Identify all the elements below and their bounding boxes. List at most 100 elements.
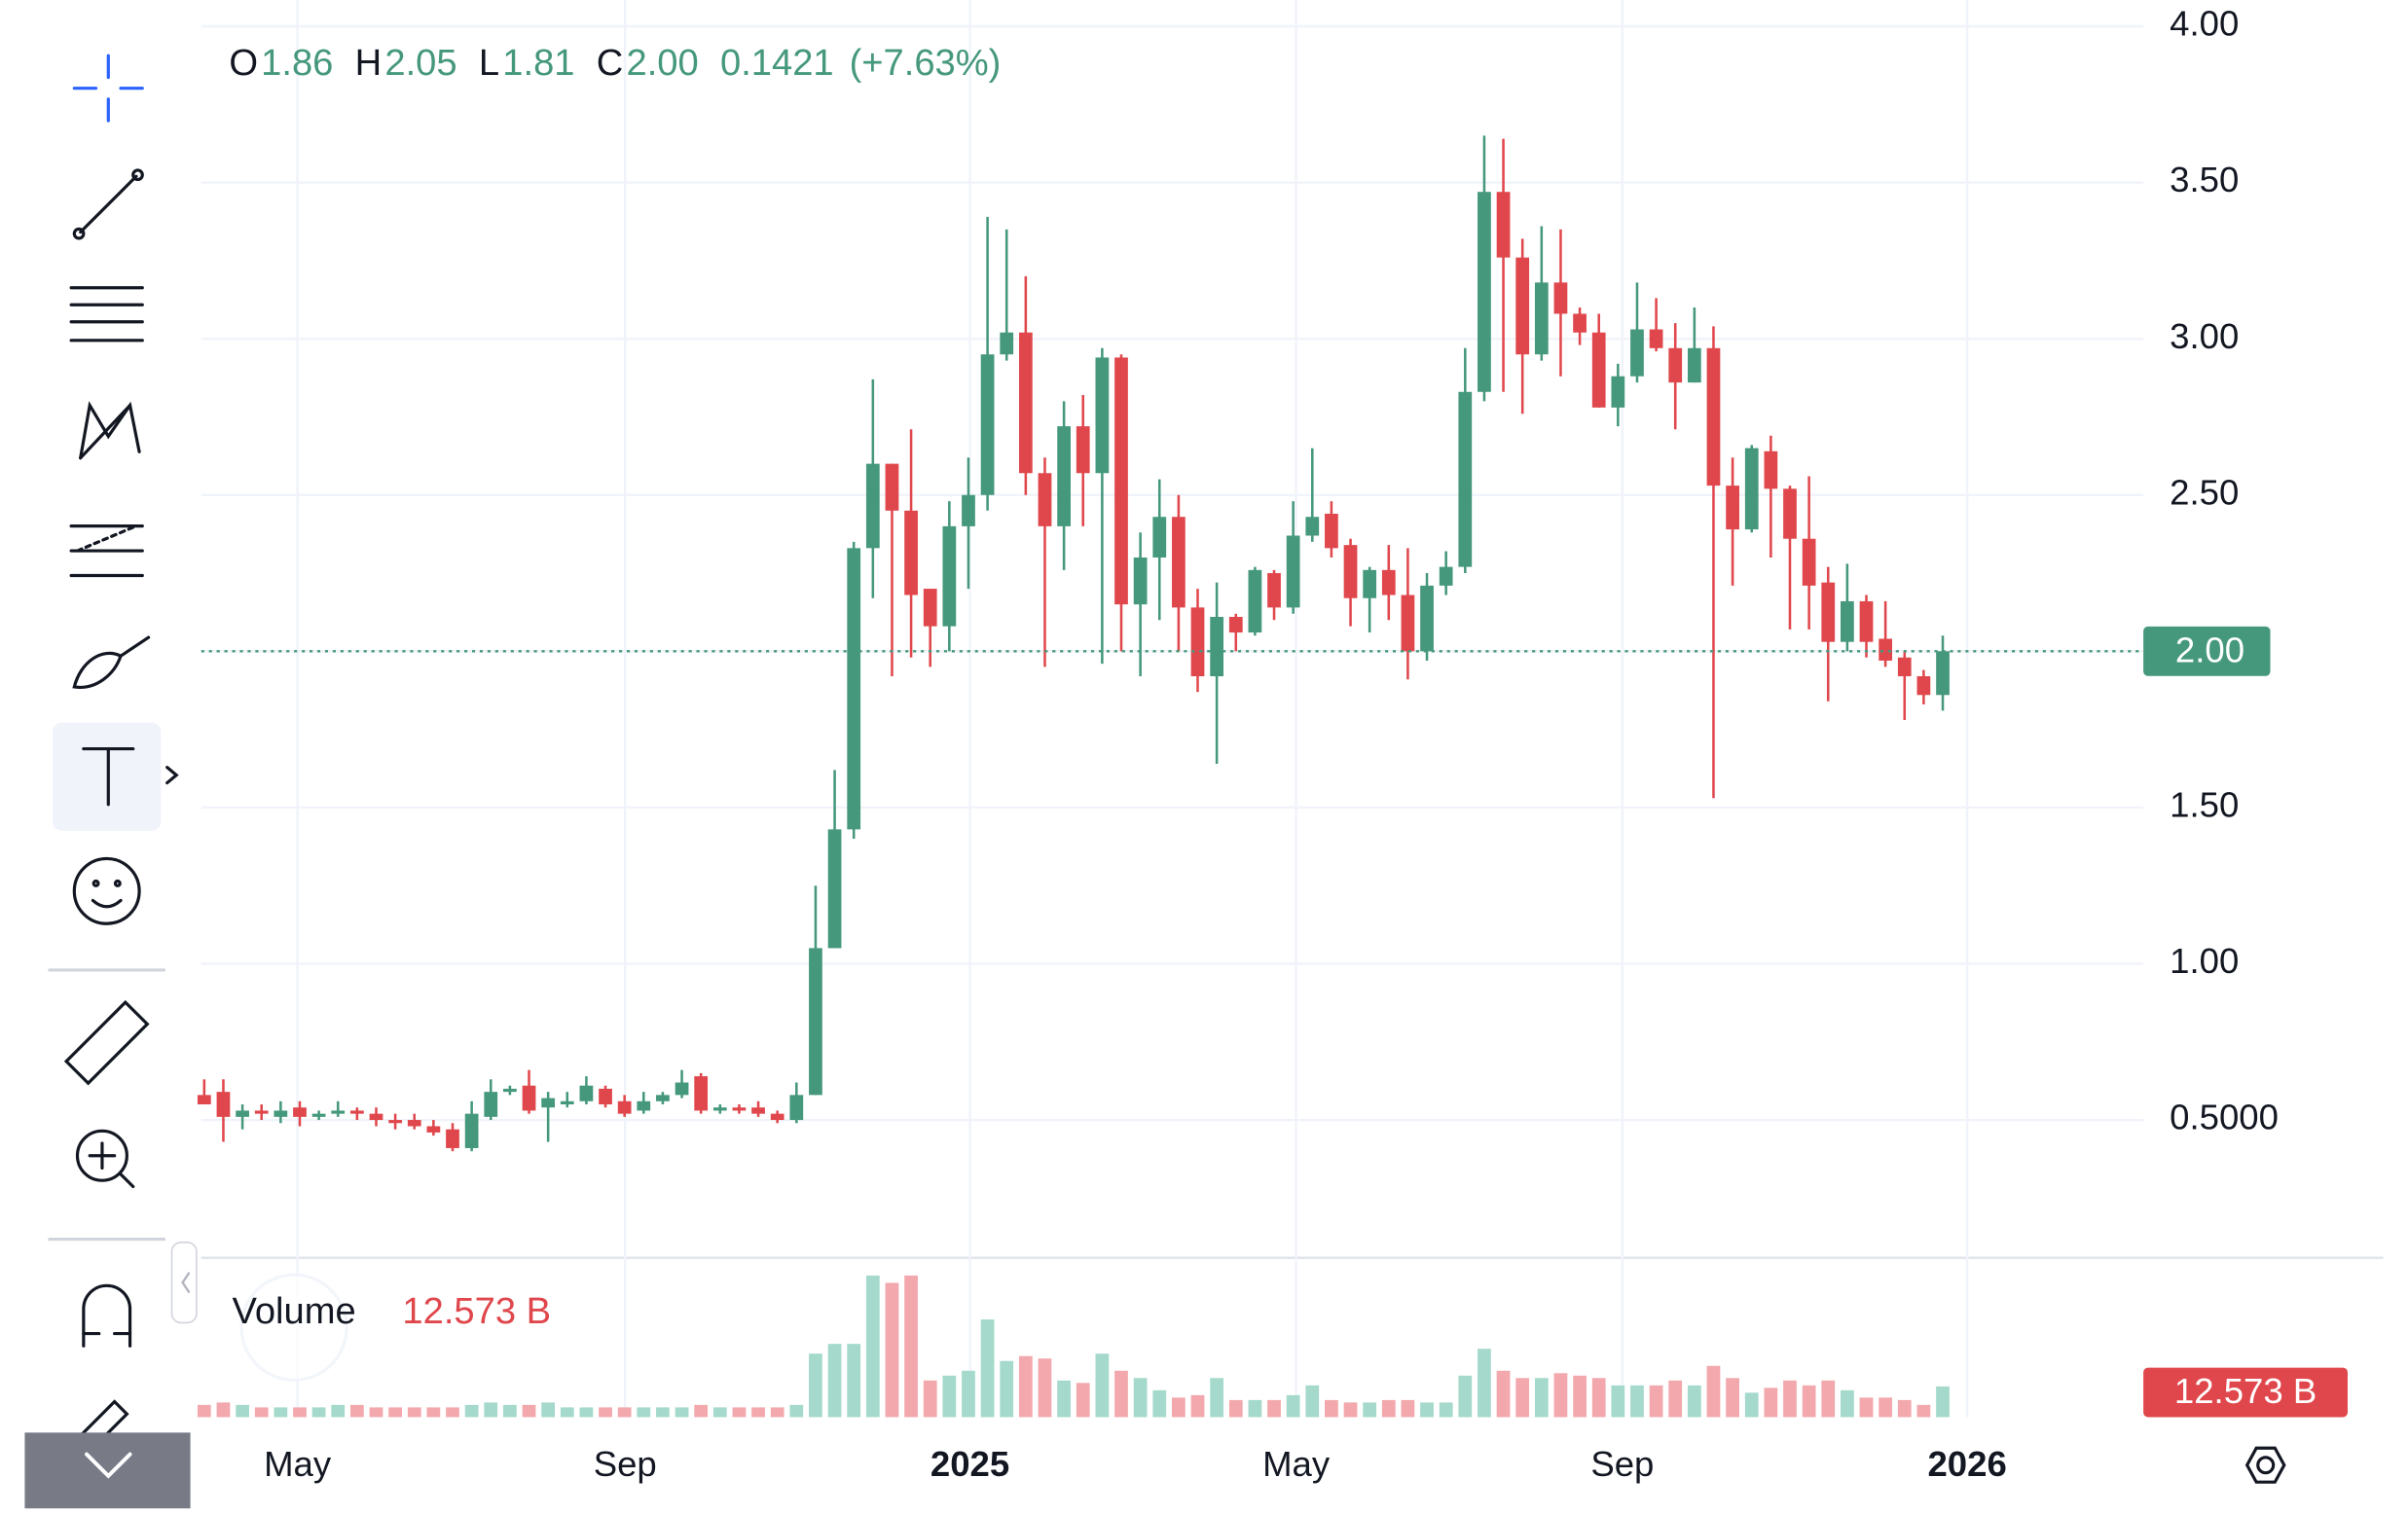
candle-body	[1095, 357, 1110, 474]
candle-body	[1611, 376, 1625, 408]
volume-bar	[789, 1404, 804, 1418]
volume-bar	[1152, 1389, 1167, 1418]
candle-body	[1305, 517, 1320, 536]
volume-bar	[1286, 1394, 1300, 1418]
last-price-label: 2.00	[2175, 631, 2244, 670]
volume-badge-label: 12.573 B	[2174, 1371, 2317, 1411]
x-tick-label: May	[264, 1444, 332, 1484]
y-tick-label: 3.00	[2170, 316, 2239, 356]
candle-body	[1649, 329, 1663, 348]
candle-body	[1401, 595, 1415, 652]
volume-bar	[560, 1407, 574, 1418]
volume-bar	[637, 1407, 651, 1418]
volume-bar	[1210, 1378, 1224, 1418]
brush-tool[interactable]	[72, 635, 151, 689]
text-tool[interactable]	[82, 746, 179, 807]
volume-bar	[446, 1407, 459, 1418]
fib-tool[interactable]	[69, 286, 144, 342]
magnet-tool[interactable]	[82, 1283, 132, 1348]
volume-bar	[1401, 1399, 1415, 1418]
volume-bar	[1916, 1404, 1931, 1418]
candle-body	[865, 463, 880, 549]
candle-body	[522, 1085, 536, 1111]
candle-body	[732, 1107, 747, 1111]
candle-body	[1057, 426, 1071, 526]
emoji-tool[interactable]	[72, 856, 141, 925]
candle-body	[1802, 538, 1816, 586]
zoom-tool[interactable]	[75, 1129, 135, 1189]
volume-bar	[1668, 1380, 1683, 1418]
volume-bar	[1076, 1383, 1090, 1418]
candle-body	[1325, 514, 1338, 549]
settings-button[interactable]	[2244, 1446, 2286, 1484]
toolbar-toggle[interactable]	[24, 1432, 191, 1509]
volume-bar	[1611, 1385, 1625, 1418]
logo-badge[interactable]	[239, 1273, 348, 1382]
candle-body	[1363, 569, 1377, 598]
candle-body	[1744, 448, 1759, 530]
candle-body	[464, 1113, 479, 1148]
x-tick-label: Sep	[1590, 1444, 1654, 1484]
candle-body	[656, 1095, 670, 1101]
volume-bar	[274, 1407, 288, 1418]
candle-body	[1496, 192, 1511, 258]
ruler-tool[interactable]	[63, 999, 150, 1086]
crosshair-tool[interactable]	[72, 54, 144, 123]
candle-body	[1018, 332, 1033, 474]
candle-body	[579, 1085, 594, 1101]
candle-body	[1821, 582, 1836, 642]
change-value: 0.1421	[720, 42, 834, 84]
candle-body	[388, 1120, 402, 1124]
candle-body	[1879, 638, 1893, 661]
volume-bar	[1515, 1378, 1530, 1418]
candle-body	[1706, 347, 1721, 487]
volume-bar	[1038, 1358, 1052, 1418]
y-tick-label: 3.50	[2170, 160, 2239, 199]
volume-bar	[388, 1407, 402, 1418]
candle-body	[349, 1110, 364, 1114]
candle-body	[1783, 488, 1797, 539]
candle-body	[1267, 573, 1281, 608]
candle-body	[1381, 569, 1396, 595]
ohlc-value: 2.00	[627, 42, 699, 84]
candle-body	[1841, 600, 1854, 642]
candle-body	[751, 1107, 765, 1114]
volume-bar	[1000, 1360, 1014, 1418]
candle-body	[216, 1092, 231, 1117]
candle-body	[694, 1076, 709, 1111]
y-tick-label: 4.00	[2170, 4, 2239, 44]
volume-bar	[293, 1407, 307, 1418]
volume-badge	[2143, 1367, 2348, 1418]
ohlc-label: L	[479, 42, 499, 84]
trend-line-tool[interactable]	[72, 168, 144, 240]
volume-bar	[1841, 1389, 1854, 1418]
volume-bar	[923, 1380, 937, 1418]
volume-bar	[1305, 1385, 1320, 1418]
x-tick-label: 2025	[930, 1444, 1009, 1484]
pattern-tool[interactable]	[79, 401, 141, 460]
candle-body	[962, 494, 975, 526]
volume-bar	[1478, 1349, 1491, 1418]
volume-bar	[1553, 1373, 1568, 1418]
candle-body	[599, 1088, 612, 1105]
candle-body	[1038, 473, 1052, 526]
projection-tool[interactable]	[69, 524, 144, 578]
candle-body	[197, 1095, 211, 1105]
volume-bar	[464, 1404, 479, 1418]
volume-bar	[1802, 1385, 1816, 1418]
volume-bar	[1343, 1402, 1358, 1418]
volume-bar	[1190, 1394, 1205, 1418]
collapse-handle[interactable]	[170, 1241, 198, 1324]
overlay: 0.5000 1.00 1.50 2.00 2.50 3.00 3.50 4.00 May Sep…	[201, 4, 2348, 1484]
volume-bar	[503, 1404, 517, 1418]
candle-body	[331, 1110, 346, 1114]
candle-body	[712, 1107, 727, 1111]
volume-bar	[522, 1404, 536, 1418]
candle-body	[637, 1100, 651, 1111]
candle-body	[426, 1126, 441, 1133]
volume-bar	[1458, 1375, 1473, 1418]
candle-body	[1764, 451, 1778, 489]
volume-bar	[1381, 1399, 1396, 1418]
